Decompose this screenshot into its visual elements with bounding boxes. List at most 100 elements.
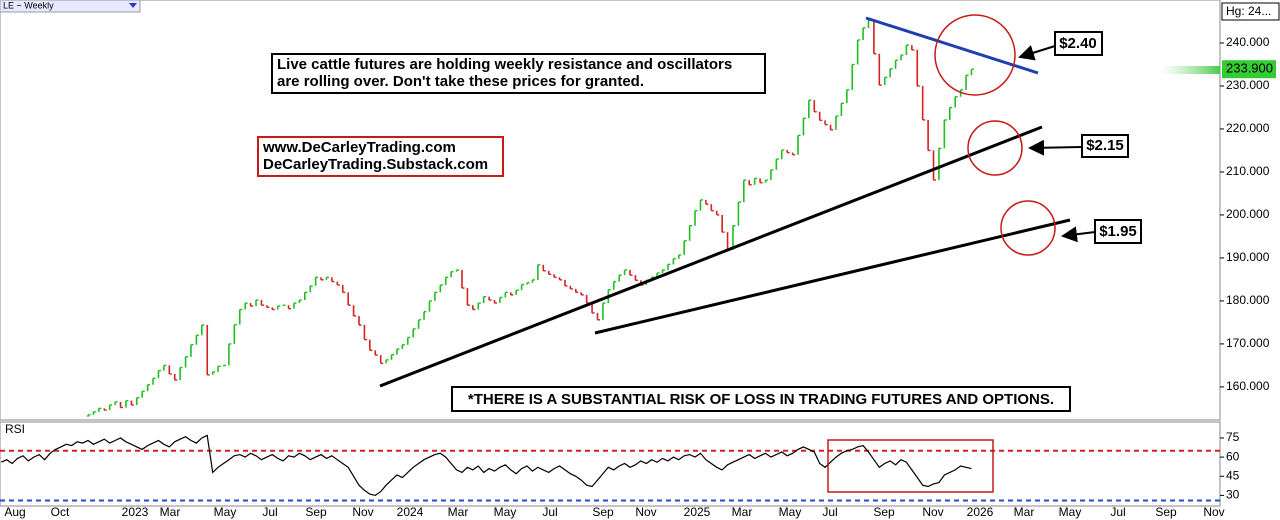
price-bar (748, 180, 752, 186)
price-bar (173, 374, 178, 381)
price-bar (569, 285, 573, 290)
price-bar (222, 364, 226, 367)
price-bar (835, 115, 839, 130)
x-tick-label: Sep (1155, 505, 1177, 519)
price-bar (943, 119, 947, 149)
price-bar (396, 348, 400, 355)
price-bar (921, 85, 926, 121)
resistance-line (865, 16, 1039, 75)
price-bar (238, 308, 243, 325)
last-price-tag (1222, 60, 1276, 79)
price-bar (303, 291, 308, 301)
rsi-label: RSI (5, 422, 25, 436)
target: $1.95 (1099, 223, 1137, 240)
x-tick-label: Oct (51, 505, 70, 519)
commentary: are rolling over. Don't take these price… (277, 73, 644, 90)
arrow (1028, 139, 1083, 156)
price-bar (466, 288, 470, 306)
x-tick-label: May (1059, 505, 1082, 519)
price-bar (856, 39, 861, 65)
price-bar (797, 134, 801, 155)
websites-box (257, 136, 504, 177)
x-tick-label: Nov (922, 505, 943, 519)
price-bar (119, 401, 124, 409)
price-bar (959, 89, 964, 97)
price-bar (873, 20, 877, 55)
price-bar (531, 279, 535, 283)
price-bar (217, 365, 221, 372)
rsi-tick-label: 30 (1226, 488, 1240, 502)
price-bar (130, 400, 134, 406)
price-bar (168, 365, 172, 375)
x-tick-label: Mar (1014, 505, 1035, 519)
price-bar (612, 280, 617, 290)
price-bar (417, 319, 422, 329)
price-bar (125, 399, 129, 408)
price-bar (325, 276, 329, 280)
price-bar (905, 44, 909, 56)
price-bar (553, 274, 557, 278)
price-bar (271, 307, 275, 311)
price-bar (282, 304, 286, 307)
y-tick-label: 160.000 (1226, 379, 1270, 393)
price-bar (98, 407, 102, 412)
price-bar (369, 339, 373, 352)
price-bar (596, 312, 600, 321)
price-bar (705, 199, 709, 205)
price-bar (499, 296, 503, 304)
price-bar (526, 282, 530, 285)
price-bar (423, 310, 427, 320)
price-bar (163, 364, 167, 371)
price-bar (260, 300, 264, 306)
price-bar (108, 404, 113, 411)
rsi-highlight (827, 439, 994, 493)
price-bar (916, 49, 920, 87)
price-bar (352, 305, 357, 317)
price-bar (900, 54, 904, 61)
price-bar (862, 27, 866, 40)
price-bar (775, 158, 779, 170)
price-bar (845, 89, 850, 104)
price-bar (824, 120, 828, 126)
price-bar (688, 224, 693, 241)
x-tick-label: Sep (592, 505, 614, 519)
price-bar (509, 292, 514, 296)
x-tick-label: Nov (352, 505, 373, 519)
price-bar (537, 264, 541, 280)
price-bar (255, 299, 259, 307)
price-bar (715, 210, 720, 216)
price-bar (482, 295, 487, 304)
y-tick-label: 210.000 (1226, 164, 1270, 178)
price-bar (954, 96, 958, 108)
price-bar (320, 277, 324, 281)
price-bar (808, 99, 812, 119)
symbol-menu[interactable] (0, 0, 141, 13)
commentary: Live cattle futures are holding weekly r… (277, 56, 732, 73)
price-bar (580, 292, 584, 296)
circle (967, 120, 1023, 176)
x-tick-label: Sep (873, 505, 895, 519)
price-bar (721, 214, 725, 233)
x-tick-label: Mar (160, 505, 181, 519)
price-bar (477, 302, 481, 310)
x-tick-label: Mar (732, 505, 753, 519)
price-bar (878, 53, 882, 86)
price-bar (818, 111, 823, 122)
support-line (379, 125, 1043, 388)
website: DeCarleyTrading.Substack.com (263, 156, 488, 173)
price-bar (412, 328, 416, 338)
x-tick-label: 2026 (967, 505, 994, 519)
website: www.DeCarleyTrading.com (262, 139, 456, 156)
price-bar (190, 344, 194, 357)
price-bar (374, 350, 378, 356)
price-bar (233, 323, 237, 344)
price-bar (699, 199, 703, 211)
x-tick-label: Jul (262, 505, 277, 519)
price-bar (211, 371, 216, 375)
price-bar (428, 300, 432, 312)
price-bar (92, 411, 96, 415)
price-bar (694, 209, 698, 226)
price-bar (298, 299, 302, 304)
price-bar (743, 179, 747, 203)
